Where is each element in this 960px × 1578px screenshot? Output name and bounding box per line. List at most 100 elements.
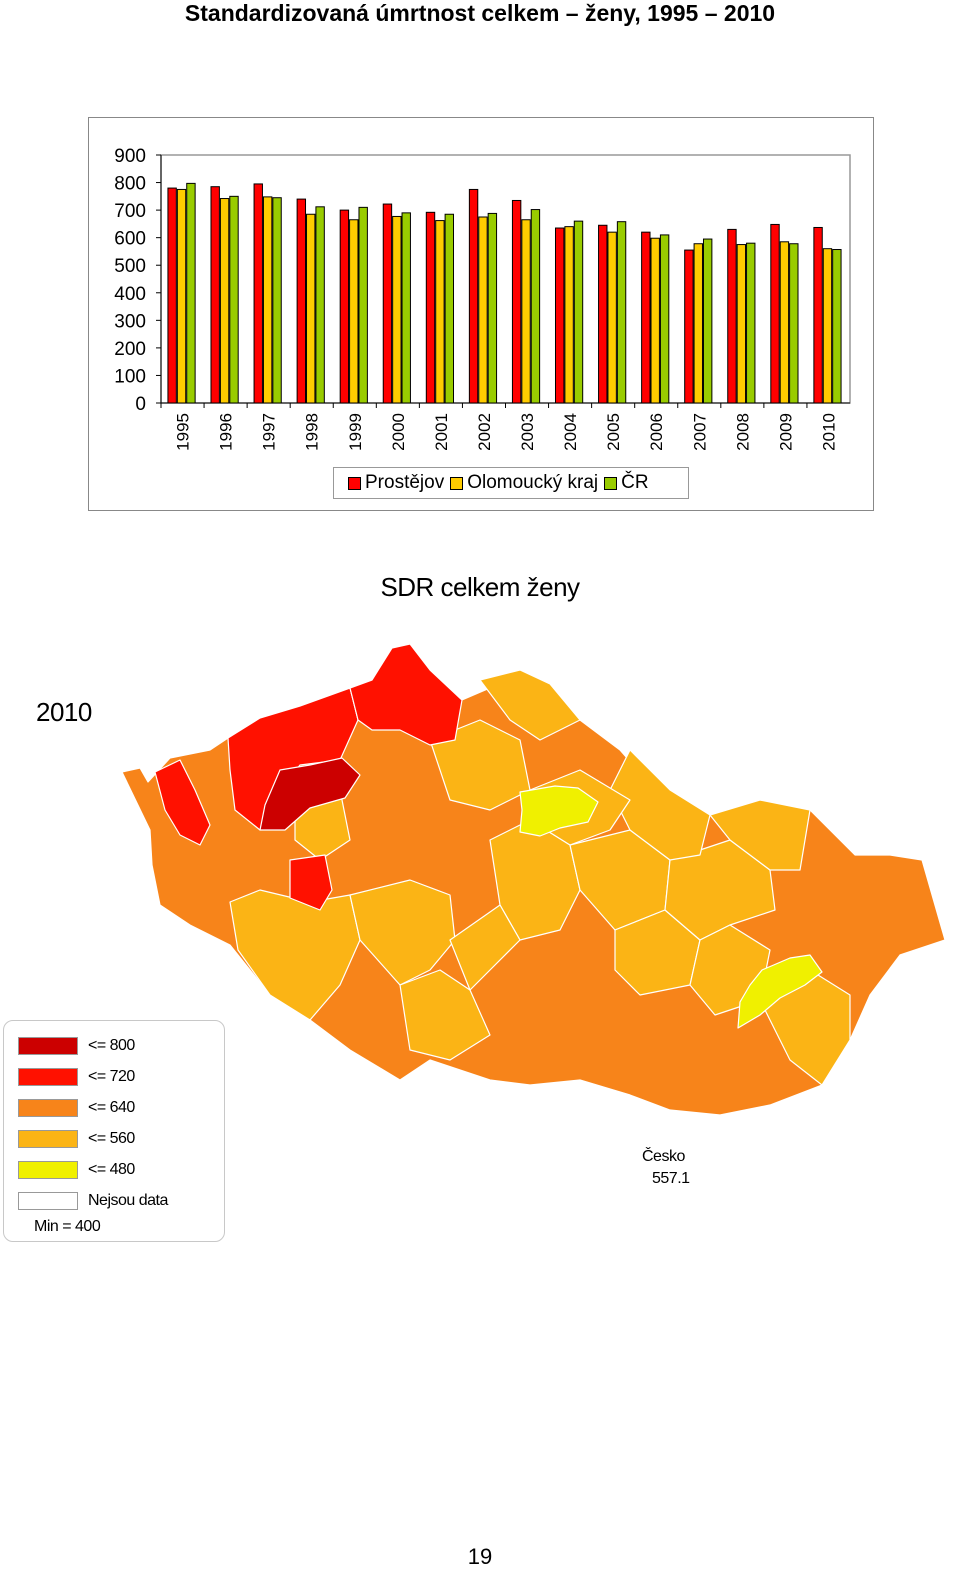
y-tick-label: 800: [114, 174, 146, 195]
bar: [435, 220, 445, 404]
bar: [822, 248, 833, 404]
map-legend-swatch-560: [18, 1130, 78, 1148]
bar: [573, 220, 584, 404]
czech-district-map: [121, 643, 946, 1116]
legend-swatch-cr: [604, 476, 618, 490]
map-region-720-a: [154, 759, 211, 846]
bar: [401, 212, 411, 404]
bar: [253, 183, 263, 404]
bar: [813, 226, 823, 404]
bar: [478, 216, 488, 404]
x-tick-label: 1996: [217, 413, 236, 451]
bar: [210, 186, 220, 404]
legend-item-cr: ČR: [604, 472, 649, 494]
map-region-720-d: [289, 854, 333, 911]
bar: [296, 198, 307, 404]
bar: [306, 213, 316, 404]
map-legend-swatch-640: [18, 1099, 78, 1117]
bar: [564, 226, 574, 404]
map-region-560-j: [709, 799, 811, 871]
map-region-560-l: [479, 669, 581, 741]
y-tick-label: 300: [114, 311, 146, 332]
bar: [607, 231, 617, 404]
y-tick-label: 600: [114, 229, 146, 250]
map-region-560-n: [449, 904, 521, 991]
bar: [358, 206, 368, 404]
map-legend-label-nodata: Nejsou data: [88, 1192, 168, 1209]
map-legend-swatch-480: [18, 1161, 78, 1179]
bar: [229, 195, 239, 404]
bar: [521, 219, 531, 404]
page-number: 19: [467, 1544, 493, 1569]
map-legend-label-720: <= 720: [88, 1068, 135, 1085]
bar: [167, 187, 177, 404]
map-region-560-c: [399, 969, 491, 1061]
y-tick-label: 400: [114, 284, 146, 305]
map-legend-swatch-720: [18, 1068, 78, 1086]
legend-swatch-olomoucky-kraj: [450, 476, 464, 490]
y-tick-label: 100: [114, 366, 146, 387]
x-tick-label: 2001: [432, 413, 451, 451]
country-summary: Česko 557.1: [642, 1146, 690, 1190]
legend-label-prostejov: Prostějov: [365, 472, 445, 493]
x-tick-label: 2004: [561, 413, 580, 451]
y-tick-label: 500: [114, 256, 146, 277]
bar: [650, 237, 660, 404]
map-legend-item-480: <= 480: [18, 1161, 135, 1179]
map-legend-item-nodata: Nejsou data: [18, 1192, 168, 1210]
map-legend-item-560: <= 560: [18, 1130, 135, 1148]
legend-label-olomoucky-kraj: Olomoucký kraj: [467, 472, 599, 493]
map-region-560-a: [229, 889, 361, 1021]
map-region-480-b: [737, 954, 823, 1029]
y-tick-label: 900: [114, 146, 146, 167]
bar: [186, 182, 196, 404]
bar: [832, 249, 842, 404]
bar: [262, 196, 273, 404]
legend-item-prostejov: Prostějov: [348, 472, 444, 494]
bar: [693, 243, 703, 404]
map-region-800-a: [259, 757, 361, 831]
bar: [736, 244, 747, 404]
map-legend-label-480: <= 480: [88, 1161, 135, 1178]
y-tick-label: 700: [114, 201, 146, 222]
bar: [727, 228, 737, 404]
map-legend-min: Min = 400: [34, 1218, 101, 1235]
map-region-560-b: [349, 879, 456, 986]
bar: [315, 206, 325, 404]
bar: [530, 209, 541, 404]
x-tick-label: 2000: [389, 413, 408, 451]
bar: [616, 221, 627, 404]
x-tick-label: 1999: [346, 413, 365, 451]
bar: [511, 199, 522, 404]
map-legend-swatch-nodata: [18, 1192, 78, 1210]
bar: [789, 243, 799, 404]
x-tick-label: 2009: [776, 413, 795, 451]
page-title: Standardizovaná úmrtnost celkem – ženy, …: [184, 0, 776, 26]
map-year: 2010: [36, 697, 92, 727]
bar: [349, 219, 359, 404]
x-tick-label: 1998: [303, 413, 322, 451]
map-region-480-a: [519, 785, 599, 837]
map-legend-label-800: <= 800: [88, 1037, 135, 1054]
bar: [746, 242, 756, 404]
country-label: Česko: [642, 1148, 685, 1165]
y-tick-label: 200: [114, 339, 146, 360]
map-legend-label-640: <= 640: [88, 1099, 135, 1116]
x-tick-label: 2005: [604, 413, 623, 451]
x-tick-label: 2010: [819, 413, 838, 451]
bar-chart: 900 800 700 600 500 400 300 200 100 0 1995 1996 1997…: [114, 146, 851, 451]
x-tick-label: 1995: [174, 413, 193, 451]
bar: [770, 223, 780, 404]
bar: [425, 211, 436, 404]
bar: [339, 209, 350, 404]
x-tick-label: 1997: [260, 413, 279, 451]
bar: [554, 227, 565, 404]
x-tick-label: 2006: [647, 413, 666, 451]
map-title: SDR celkem ženy: [380, 572, 580, 602]
y-tick-label: 0: [135, 394, 146, 415]
bar: [779, 241, 790, 404]
bar: [382, 203, 393, 404]
map-legend: <= 800 <= 720 <= 640 <= 560 <= 480 Nejso…: [3, 1020, 225, 1242]
map-legend-item-800: <= 800: [18, 1037, 135, 1055]
map-legend-item-720: <= 720: [18, 1068, 135, 1086]
